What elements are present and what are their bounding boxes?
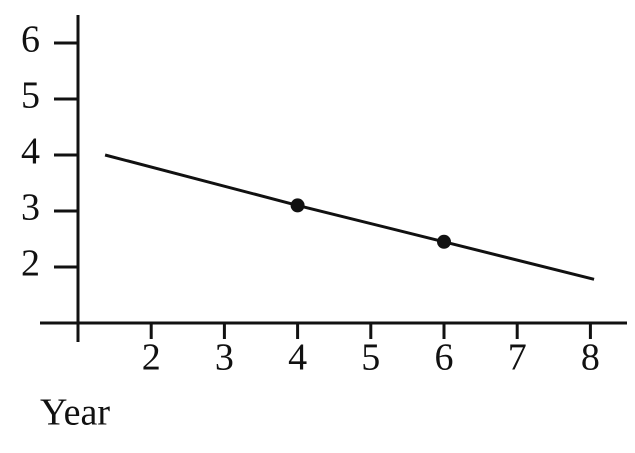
y-tick-label: 3	[21, 187, 40, 229]
x-tick-label: 5	[361, 337, 380, 379]
point	[437, 234, 451, 249]
x-tick-label: 8	[581, 337, 600, 379]
x-axis-label: Year	[40, 392, 110, 434]
point	[290, 198, 305, 213]
x-tick-label: 4	[288, 337, 307, 379]
x-tick-label: 3	[215, 337, 234, 379]
y-tick-label: 2	[21, 243, 40, 285]
y-tick-label: 6	[21, 19, 40, 61]
y-tick-label: 4	[21, 131, 40, 173]
x-tick-label: 2	[142, 337, 161, 379]
x-tick-label: 7	[508, 337, 527, 379]
line	[104, 153, 595, 281]
x-tick-label: 6	[435, 337, 454, 379]
y-tick-label: 5	[21, 75, 40, 117]
